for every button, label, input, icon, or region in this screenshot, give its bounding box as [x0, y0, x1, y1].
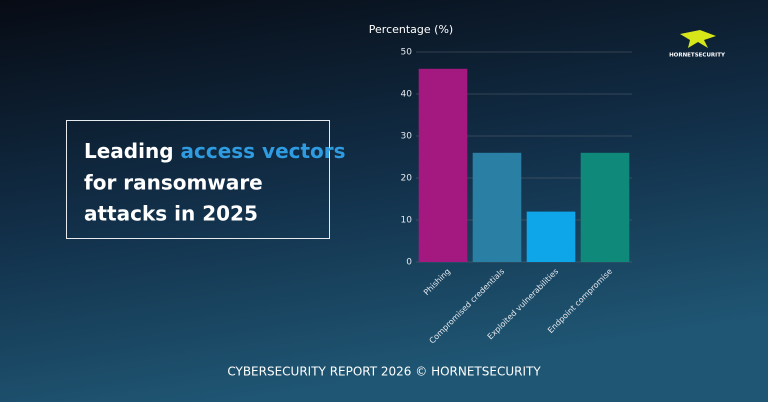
- title-line: attacks in 2025: [84, 202, 258, 226]
- bar: [418, 68, 468, 262]
- footer: CYBERSECURITY REPORT 2026 © HORNETSECURI…: [227, 365, 541, 379]
- y-tick-label: 50: [401, 48, 413, 58]
- y-tick-label: 30: [401, 132, 413, 142]
- y-tick-label: 10: [401, 216, 413, 226]
- brand-logo: [680, 30, 716, 48]
- brand-name: HORNETSECURITY: [669, 53, 726, 59]
- y-tick-label: 20: [401, 174, 413, 184]
- y-tick-label: 40: [401, 90, 413, 100]
- y-tick-label: 0: [406, 258, 412, 268]
- bar: [580, 152, 630, 262]
- title-highlight: access vectors: [181, 139, 346, 163]
- y-axis-label: Percentage (%): [369, 23, 453, 36]
- bar: [472, 152, 522, 262]
- title-box: [66, 120, 330, 239]
- title-part: Leading: [84, 139, 174, 163]
- title-line: for ransomware: [84, 171, 263, 195]
- bar: [526, 211, 576, 262]
- chart-title: Leading access vectors: [84, 139, 346, 163]
